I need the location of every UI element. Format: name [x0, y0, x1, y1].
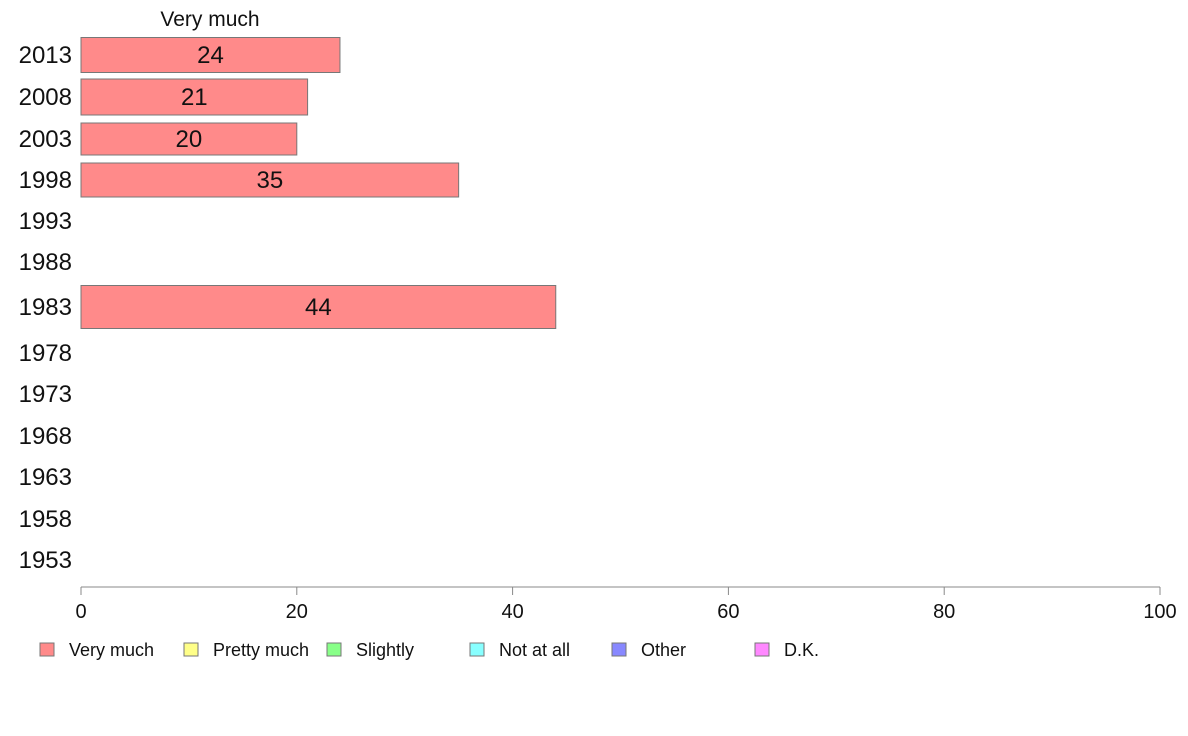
- bar-segment: [80, 78, 309, 116]
- category-label: 1973: [19, 381, 72, 408]
- category-label: 1983: [19, 294, 72, 321]
- x-tick-label: 0: [75, 601, 86, 623]
- category-label: 1993: [19, 208, 72, 235]
- bar-segment: [80, 285, 557, 329]
- category-label: 1988: [19, 249, 72, 276]
- legend-label: Other: [641, 640, 686, 660]
- x-tick-label: 40: [501, 601, 523, 623]
- bar-value-label: 44: [305, 294, 332, 321]
- category-label: 1963: [19, 464, 72, 491]
- category-labels: 2013 2008 2003 1998 1993 1988 1983 1978 1973 1968…: [19, 42, 72, 574]
- legend-label: Slightly: [356, 640, 414, 660]
- category-label: 1953: [19, 547, 72, 574]
- legend-swatch: [611, 642, 627, 657]
- category-label: 1998: [19, 167, 72, 194]
- legend-swatch: [469, 642, 485, 657]
- x-tick-label: 100: [1143, 601, 1176, 623]
- legend-swatch: [754, 642, 770, 657]
- series-header: Very much: [160, 8, 259, 31]
- x-tick-label: 80: [933, 601, 955, 623]
- bar-value-label: 21: [181, 84, 208, 111]
- bar-segment: [80, 37, 341, 73]
- category-label: 1978: [19, 340, 72, 367]
- legend-swatch: [183, 642, 199, 657]
- bar-value-label: 24: [197, 42, 224, 69]
- category-label: 2008: [19, 84, 72, 111]
- category-label: 1958: [19, 506, 72, 533]
- legend-swatch: [326, 642, 342, 657]
- legend-label: Not at all: [499, 640, 570, 660]
- legend: Very much Pretty much Slightly Not at all Ot…: [39, 640, 819, 660]
- category-label: 2003: [19, 126, 72, 153]
- legend-label: Pretty much: [213, 640, 309, 660]
- bars-group: 24 21 20 35 44: [80, 37, 557, 329]
- legend-label: D.K.: [784, 640, 819, 660]
- x-tick-label: 20: [286, 601, 308, 623]
- x-axis: 0 20 40 60 80 100: [75, 586, 1177, 623]
- legend-label: Very much: [69, 640, 154, 660]
- bar-value-label: 20: [176, 126, 203, 153]
- bar-segment: [80, 122, 298, 156]
- legend-swatch: [39, 642, 55, 657]
- bar-segment: [80, 162, 460, 198]
- x-tick-label: 60: [717, 601, 739, 623]
- bar-value-label: 35: [256, 167, 283, 194]
- category-label: 2013: [19, 42, 72, 69]
- category-label: 1968: [19, 423, 72, 450]
